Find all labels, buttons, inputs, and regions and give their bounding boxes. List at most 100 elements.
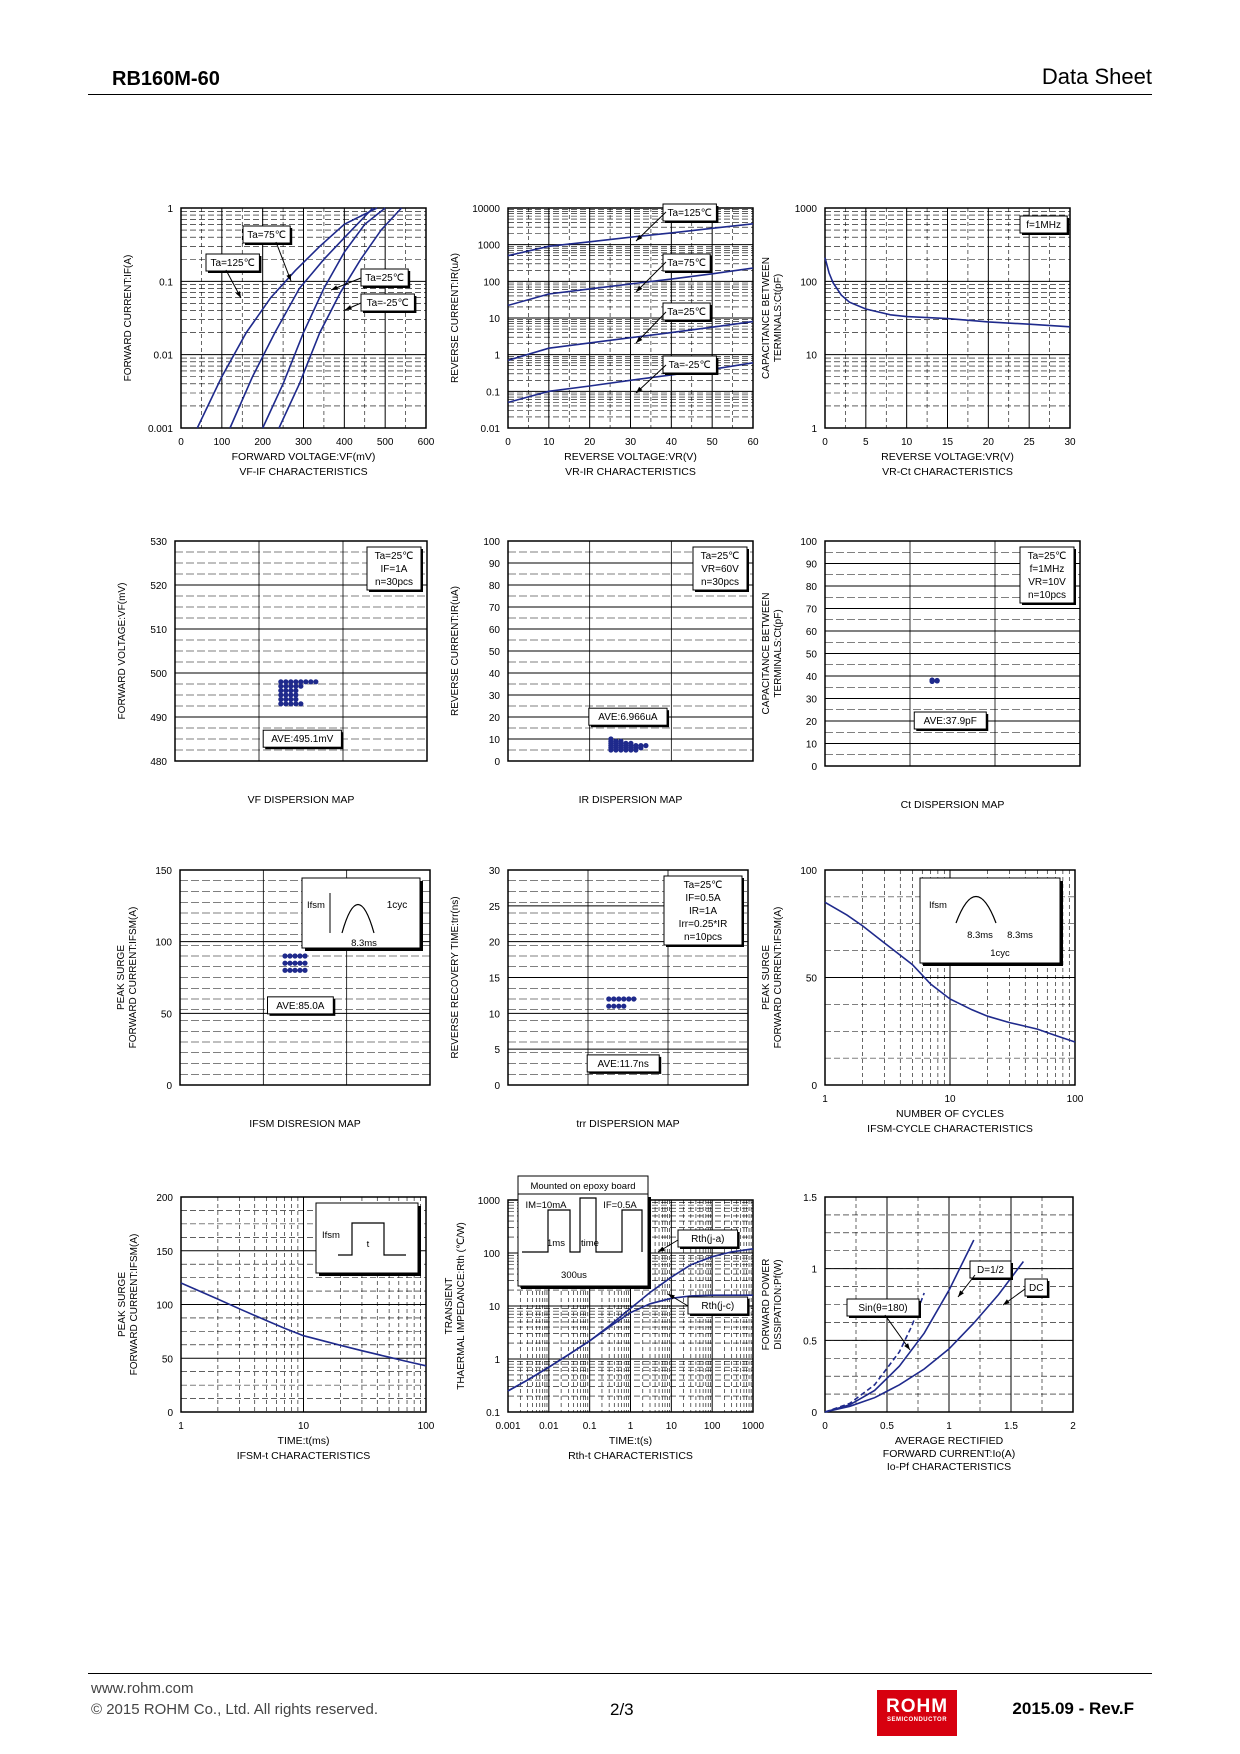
x-tick-label: 25 — [1024, 437, 1036, 448]
data-point — [302, 953, 308, 959]
x-tick-label: 1000 — [742, 1421, 765, 1432]
arrow-head — [345, 305, 352, 310]
arrow-head — [636, 386, 643, 393]
x-tick-label: 0.001 — [495, 1421, 520, 1432]
data-point — [288, 696, 294, 703]
data-point — [616, 1003, 622, 1009]
y-tick-label: 90 — [489, 559, 501, 570]
chart-ifsm-t: 0 50 100 150 200 1 10 100 TIME:t(ms) IFSM-t CHARA… — [117, 1193, 435, 1462]
series-line — [507, 320, 754, 362]
y-axis-label: THAERMAL IMPEDANCE:Rth (℃/W) — [456, 1222, 467, 1390]
x-tick-label: 100 — [418, 1421, 435, 1432]
chart-title: IFSM-CYCLE CHARACTERISTICS — [867, 1123, 1033, 1135]
series-line — [824, 257, 1071, 328]
inset-label: time — [581, 1238, 599, 1249]
footer-copyright: © 2015 ROHM Co., Ltd. All rights reserve… — [91, 1701, 378, 1718]
legend-label — [662, 355, 717, 374]
conditions-box — [692, 546, 748, 591]
data-point — [283, 688, 289, 694]
conditions-box — [1019, 546, 1075, 604]
chart-trr-map: 0 5 10 15 20 25 30 trr DISPERSION MAP REVERSE RE… — [450, 866, 749, 1130]
conditions-box-text: Ta=25℃ — [684, 880, 723, 891]
sine-pulse — [341, 903, 375, 934]
inset-label: 8.3ms — [1007, 930, 1033, 941]
footer-url[interactable]: www.rohm.com — [91, 1680, 194, 1697]
legend-label-text: f=1MHz — [1026, 220, 1061, 231]
y-tick-label: 80 — [806, 582, 818, 593]
y-tick-label: 20 — [489, 713, 501, 724]
data-point — [613, 747, 619, 753]
y-tick-label: 20 — [806, 717, 818, 728]
data-point — [303, 679, 309, 685]
waveform-inset — [517, 1193, 649, 1287]
legend-label-text: Ta=25℃ — [365, 273, 404, 284]
data-point — [293, 683, 299, 689]
data-point — [298, 701, 304, 707]
y-tick-label: 490 — [150, 713, 167, 724]
data-point — [297, 953, 303, 959]
y-axis-label: FORWARD CURRENT:IFSM(A) — [773, 907, 784, 1049]
y-tick-label: 10000 — [472, 204, 500, 215]
inset-label: t — [367, 1239, 370, 1250]
data-point — [633, 747, 639, 753]
data-point — [292, 960, 298, 966]
data-point — [278, 679, 284, 685]
y-tick-label: 1.5 — [803, 1193, 817, 1204]
conditions-box-text: n=30pcs — [375, 577, 413, 588]
conditions-box-text: Ta=25℃ — [1028, 551, 1067, 562]
y-tick-label: 520 — [150, 581, 167, 592]
x-tick-label: 100 — [1067, 1094, 1084, 1105]
x-axis-label: FORWARD VOLTAGE:VF(mV) — [232, 451, 376, 463]
y-tick-label: 30 — [489, 691, 501, 702]
x-tick-label: 30 — [1064, 437, 1076, 448]
legend-label-text: Ta=75℃ — [667, 258, 706, 269]
legend-label-text: Ta=-25℃ — [367, 298, 409, 309]
data-point — [287, 967, 293, 973]
inset-label: Ifsm — [929, 900, 947, 911]
chart-title: VR-Ct CHARACTERISTICS — [882, 466, 1013, 478]
y-tick-label: 0 — [166, 1081, 172, 1092]
data-point — [288, 683, 294, 689]
legend-label — [1019, 215, 1068, 234]
sine-pulse — [955, 895, 997, 924]
data-point — [621, 1003, 627, 1009]
y-tick-label: 0.1 — [486, 387, 500, 398]
y-tick-label: 100 — [800, 537, 817, 548]
conditions-box-text: IR=1A — [689, 906, 717, 917]
conditions-box-text: VR=10V — [1028, 577, 1066, 588]
legend-label-text: Rth(j-a) — [691, 1234, 724, 1245]
rohm-logo: ROHM SEMICONDUCTOR — [877, 1690, 957, 1736]
x-tick-label: 20 — [983, 437, 995, 448]
doc-type: Data Sheet — [1041, 64, 1152, 89]
x-axis-label: NUMBER OF CYCLES — [896, 1108, 1004, 1120]
data-point — [278, 683, 284, 689]
y-tick-label: 25 — [489, 902, 501, 913]
x-axis-label: AVERAGE RECTIFIED — [895, 1435, 1004, 1447]
data-point — [606, 996, 612, 1002]
data-point — [623, 747, 629, 753]
x-tick-label: 0 — [822, 1421, 828, 1432]
data-point — [621, 996, 627, 1002]
y-tick-label: 60 — [489, 625, 501, 636]
y-tick-label: 90 — [806, 560, 818, 571]
chart-title: Rth-t CHARACTERISTICS — [568, 1450, 693, 1462]
series-line — [278, 207, 403, 429]
chart-title: VR-IR CHARACTERISTICS — [565, 466, 696, 478]
chart-vf-map: 480 490 500 510 520 530 VF DISPERSION MAP FORWA… — [117, 537, 428, 806]
y-tick-label: 0.5 — [803, 1336, 817, 1347]
arrow-head — [658, 1246, 665, 1252]
y-tick-label: 5 — [494, 1045, 500, 1056]
y-tick-label: 10 — [489, 1302, 501, 1313]
y-tick-label: 100 — [800, 866, 817, 877]
conditions-box — [366, 546, 422, 591]
arrow-head — [668, 1294, 675, 1300]
y-tick-label: 0 — [811, 1408, 817, 1419]
x-tick-label: 100 — [213, 437, 230, 448]
y-tick-label: 500 — [150, 669, 167, 680]
y-tick-label: 40 — [489, 669, 501, 680]
chart-ir-map: 0 10 20 30 40 50 60 70 80 90 100 IR DISPERSION MAP R… — [450, 537, 754, 806]
y-tick-label: 0 — [811, 1081, 817, 1092]
annotation-arrow — [635, 211, 667, 242]
series-line — [229, 207, 374, 429]
data-point — [643, 743, 649, 749]
